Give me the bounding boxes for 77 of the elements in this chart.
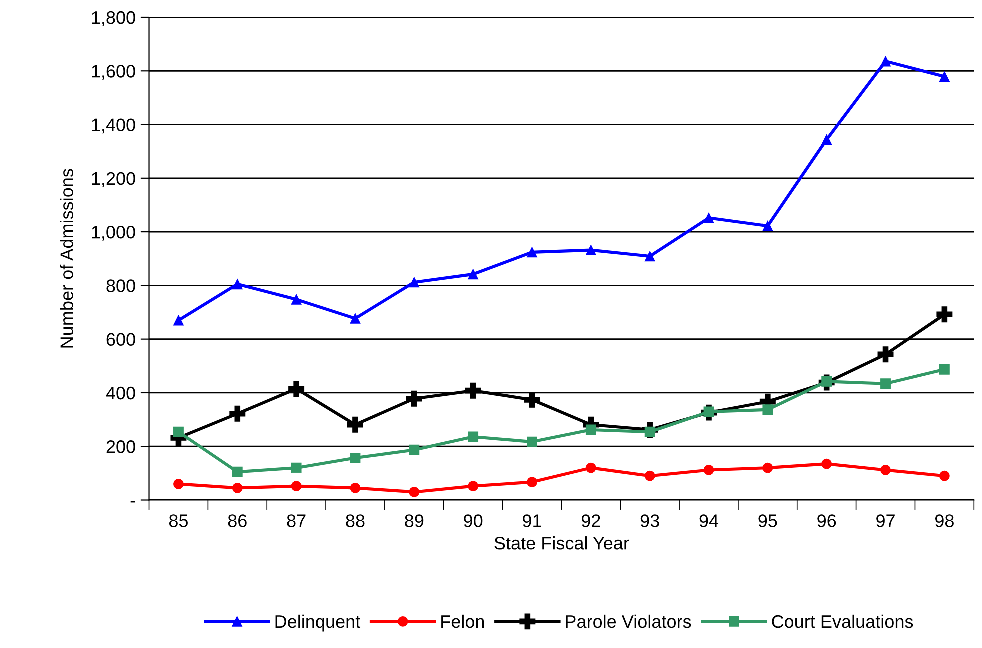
point — [762, 220, 774, 232]
point — [880, 465, 891, 476]
y-tick-label: 800 — [106, 280, 136, 292]
point — [174, 315, 184, 326]
point — [704, 465, 714, 476]
point — [880, 378, 891, 390]
x-tick-label: 89 — [405, 514, 424, 528]
point — [465, 382, 482, 399]
point — [468, 269, 479, 280]
x-tick-label: 87 — [287, 514, 306, 528]
point — [939, 364, 950, 375]
x-tick-label: 85 — [169, 514, 188, 528]
legend-label: Felon — [442, 614, 484, 628]
y-tick-label: 1,600 — [92, 65, 136, 80]
point — [468, 432, 479, 442]
x-axis-title: State Fiscal Year — [494, 536, 630, 550]
legend-label: Parole Violators — [566, 614, 692, 628]
legend-label: Delinquent — [276, 614, 361, 632]
y-tick-label: 200 — [106, 440, 136, 454]
x-tick-label: 88 — [346, 514, 365, 528]
point — [230, 406, 246, 422]
point — [406, 390, 422, 407]
x-tick-label: 91 — [523, 514, 542, 528]
point — [939, 470, 950, 482]
point — [527, 247, 538, 258]
point — [409, 487, 420, 498]
point — [232, 466, 243, 478]
point — [586, 462, 596, 474]
point — [409, 444, 420, 456]
y-tick-label: 1,200 — [92, 172, 136, 188]
x-tick-label: 97 — [876, 514, 895, 528]
y-tick-label: 1,800 — [92, 11, 136, 26]
point — [822, 458, 832, 470]
y-tick-label: 1,000 — [92, 226, 136, 241]
point — [524, 392, 540, 408]
point — [644, 470, 656, 482]
point — [586, 245, 596, 256]
x-tick-label: 95 — [758, 514, 778, 528]
point — [347, 416, 364, 433]
point — [939, 72, 950, 82]
y-tick-label: 600 — [106, 333, 136, 346]
legend-label: Court Evaluations — [772, 614, 914, 628]
point — [174, 426, 184, 438]
point — [350, 452, 361, 464]
point — [291, 462, 302, 474]
x-tick-label: 90 — [464, 514, 483, 528]
x-tick-label: 94 — [700, 514, 719, 528]
point — [822, 134, 832, 146]
y-axis-title: Number of Admissions — [60, 169, 74, 348]
point — [409, 277, 420, 288]
point — [174, 478, 184, 490]
y-tick-label: - — [130, 501, 136, 503]
point — [291, 481, 302, 492]
x-tick-label: 98 — [935, 514, 954, 528]
x-tick-label: 93 — [640, 514, 660, 528]
point — [644, 251, 656, 262]
point — [762, 462, 774, 474]
point — [291, 294, 302, 305]
point — [527, 436, 538, 448]
y-tick-label: 1,400 — [92, 118, 136, 134]
point — [762, 404, 774, 416]
point — [880, 56, 891, 67]
point — [350, 482, 361, 494]
point — [468, 481, 479, 492]
point — [586, 424, 596, 436]
x-tick-label: 92 — [582, 514, 600, 528]
point — [350, 313, 361, 324]
point — [527, 477, 538, 488]
point — [232, 482, 243, 494]
point — [936, 306, 953, 323]
y-tick-label: 400 — [106, 386, 136, 400]
point — [288, 380, 305, 397]
point — [704, 212, 714, 224]
point — [232, 279, 243, 290]
point — [878, 346, 894, 363]
x-tick-label: 86 — [228, 514, 247, 528]
x-tick-label: 96 — [818, 514, 836, 528]
